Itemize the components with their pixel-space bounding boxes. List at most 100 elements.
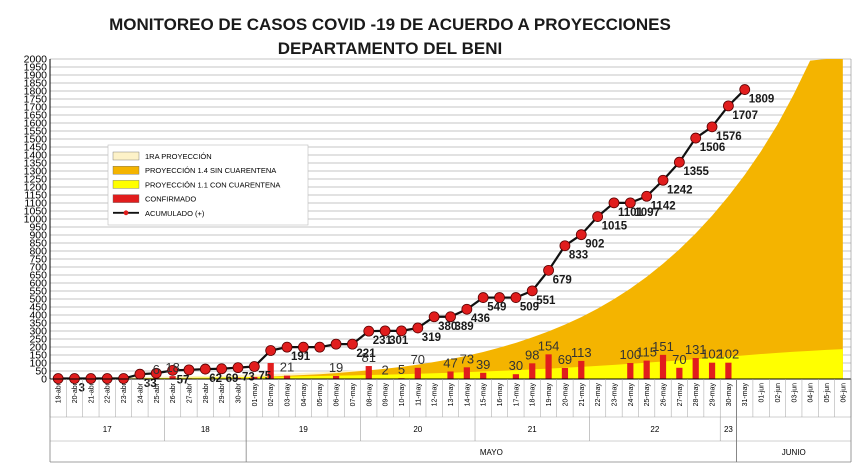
accumulated-label: 1707	[732, 110, 758, 122]
accumulated-label: 231	[373, 335, 393, 347]
y-tick-label: 1550	[24, 126, 48, 138]
accumulated-label: 73	[242, 372, 255, 384]
accumulated-label: 380	[438, 321, 457, 333]
y-tick-label: 750	[29, 254, 47, 266]
legend-swatch	[112, 194, 140, 203]
y-tick-label: 950	[29, 222, 47, 234]
axes: 0501001502002503003504004505005506006507…	[24, 54, 852, 463]
x-tick-label: 26-abr	[170, 382, 177, 403]
confirmed-label: 21	[280, 360, 294, 375]
x-tick-label: 13-may	[448, 383, 455, 407]
y-tick-label: 1600	[24, 118, 48, 130]
accumulated-label: 833	[569, 250, 588, 262]
x-tick-label: 03-may	[285, 383, 292, 407]
legend-label: 1RA PROYECCIÓN	[145, 152, 212, 161]
confirmed-label: 18	[165, 360, 179, 375]
accumulated-label: 57	[177, 374, 190, 386]
y-tick-label: 800	[29, 246, 47, 258]
x-tick-label: 02-may	[268, 383, 275, 407]
accumulated-marker	[297, 341, 309, 353]
accumulated-label: 191	[291, 351, 311, 363]
y-tick-label: 2000	[24, 54, 48, 66]
confirmed-label: 102	[718, 347, 740, 362]
x-tick-label: 04-may	[301, 383, 308, 407]
confirmed-bar	[561, 367, 569, 379]
legend-swatch	[112, 151, 140, 161]
confirmed-label: 73	[460, 351, 474, 366]
confirmed-bar	[725, 362, 732, 379]
x-tick-label: 23-abr	[121, 382, 128, 403]
accumulated-marker	[706, 121, 718, 133]
legend-label: PROYECCIÓN 1.4 SIN CUARENTENA	[145, 166, 276, 175]
x-tick-label: 21-may	[579, 383, 586, 407]
accumulated-label: 319	[422, 332, 441, 344]
x-tick-label: 20-abr	[72, 382, 79, 403]
legend-label: CONFIRMADO	[145, 195, 196, 204]
legend-box	[107, 144, 309, 226]
x-tick-label: 21-abr	[88, 382, 95, 403]
confirmed-bar	[512, 374, 519, 379]
y-tick-label: 900	[29, 230, 47, 242]
x-tick-label: 24-may	[628, 383, 635, 407]
confirmed-bar	[659, 354, 667, 379]
accumulated-label: 902	[585, 239, 604, 251]
x-tick-label: 31-may	[742, 383, 749, 407]
x-tick-label: 03-jun	[791, 383, 798, 403]
confirmed-label: 5	[398, 362, 405, 377]
x-tick-label: 01-may	[252, 383, 259, 407]
confirmed-bar	[578, 360, 585, 379]
accumulated-marker	[526, 285, 538, 297]
x-tick-label: 28-abr	[203, 382, 210, 403]
week-label: 22	[650, 425, 659, 434]
accumulated-line	[52, 84, 751, 384]
confirmed-bar	[447, 371, 454, 379]
confirmed-label: 30	[509, 358, 523, 373]
confirmed-label: 154	[538, 338, 560, 353]
y-tick-label: 700	[29, 262, 47, 274]
chart-subtitle: DEPARTAMENTO DEL BENI	[278, 39, 502, 58]
x-tick-label: 29-may	[710, 383, 717, 407]
x-tick-label: 30-abr	[235, 382, 242, 403]
y-tick-label: 1900	[24, 70, 48, 82]
chart-title: MONITOREO DE CASOS COVID -19 DE ACUERDO …	[109, 15, 671, 34]
week-label: 17	[103, 425, 112, 434]
y-tick-label: 1950	[24, 62, 48, 74]
accumulated-marker	[592, 211, 604, 223]
x-tick-label: 30-may	[726, 383, 733, 407]
accumulated-marker	[657, 174, 669, 186]
y-tick-label: 0	[41, 374, 47, 386]
accumulated-marker	[510, 292, 522, 303]
accumulated-marker	[559, 240, 571, 252]
legend-label: PROYECCIÓN 1.1 CON CUARENTENA	[145, 180, 280, 189]
accumulated-marker	[428, 311, 440, 323]
x-tick-label: 02-jun	[775, 383, 782, 403]
x-tick-label: 23-may	[611, 383, 618, 407]
accumulated-marker	[739, 84, 751, 95]
legend-label: ACUMULADO (+)	[145, 209, 205, 218]
y-tick-label: 450	[29, 302, 47, 314]
x-tick-label: 20-may	[562, 383, 569, 407]
y-tick-label: 500	[29, 294, 47, 306]
y-tick-label: 250	[29, 334, 47, 346]
accumulated-label: 1506	[700, 142, 726, 154]
accumulated-label: 1355	[683, 166, 709, 178]
confirmed-bar	[692, 358, 699, 379]
confirmed-label: 69	[558, 352, 572, 367]
x-tick-label: 06-jun	[840, 383, 847, 403]
y-tick-label: 1400	[24, 150, 48, 162]
accumulated-label: 3	[79, 383, 85, 395]
confirmed-bar	[234, 377, 242, 379]
confirmed-bar	[463, 367, 470, 379]
accumulated-label: 389	[455, 321, 474, 333]
x-tick-label: 11-may	[415, 383, 422, 406]
x-tick-label: 28-may	[693, 383, 700, 407]
y-tick-label: 300	[29, 326, 47, 338]
y-tick-label: 1850	[24, 78, 48, 90]
x-tick-label: 26-may	[661, 383, 668, 407]
confirmed-bar	[414, 367, 421, 379]
week-label: 20	[413, 425, 422, 434]
legend: 1RA PROYECCIÓN PROYECCIÓN 1.4 SIN CUARENT…	[107, 144, 309, 226]
accumulated-marker	[477, 292, 489, 303]
confirmed-bar	[169, 376, 176, 379]
